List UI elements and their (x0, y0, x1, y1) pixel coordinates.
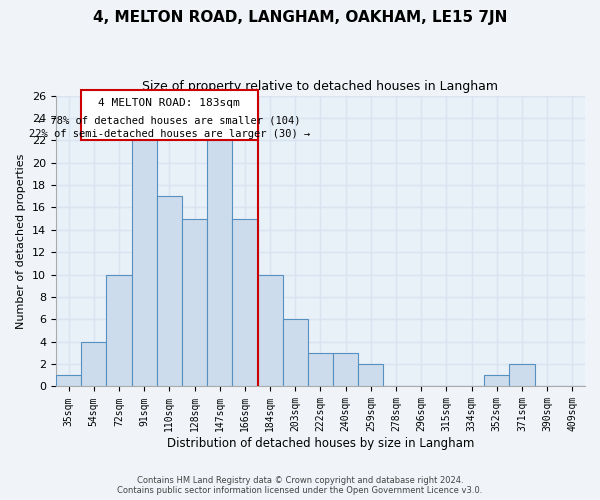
Text: Contains HM Land Registry data © Crown copyright and database right 2024.
Contai: Contains HM Land Registry data © Crown c… (118, 476, 482, 495)
FancyBboxPatch shape (81, 90, 257, 140)
Text: 22% of semi-detached houses are larger (30) →: 22% of semi-detached houses are larger (… (29, 128, 310, 138)
Bar (106, 274, 131, 386)
Bar (308, 353, 333, 386)
Bar (232, 218, 257, 386)
Bar (56, 376, 81, 386)
Text: 4 MELTON ROAD: 183sqm: 4 MELTON ROAD: 183sqm (98, 98, 240, 108)
Title: Size of property relative to detached houses in Langham: Size of property relative to detached ho… (142, 80, 499, 93)
Bar (509, 364, 535, 386)
Text: ← 78% of detached houses are smaller (104): ← 78% of detached houses are smaller (10… (38, 115, 301, 125)
Y-axis label: Number of detached properties: Number of detached properties (16, 154, 26, 328)
Bar (257, 274, 283, 386)
Text: 4, MELTON ROAD, LANGHAM, OAKHAM, LE15 7JN: 4, MELTON ROAD, LANGHAM, OAKHAM, LE15 7J… (93, 10, 507, 25)
Bar (157, 196, 182, 386)
Bar (182, 218, 207, 386)
X-axis label: Distribution of detached houses by size in Langham: Distribution of detached houses by size … (167, 437, 474, 450)
Bar (333, 353, 358, 386)
Bar (131, 140, 157, 386)
Bar (484, 376, 509, 386)
Bar (358, 364, 383, 386)
Bar (81, 342, 106, 386)
Bar (283, 320, 308, 386)
Bar (207, 140, 232, 386)
